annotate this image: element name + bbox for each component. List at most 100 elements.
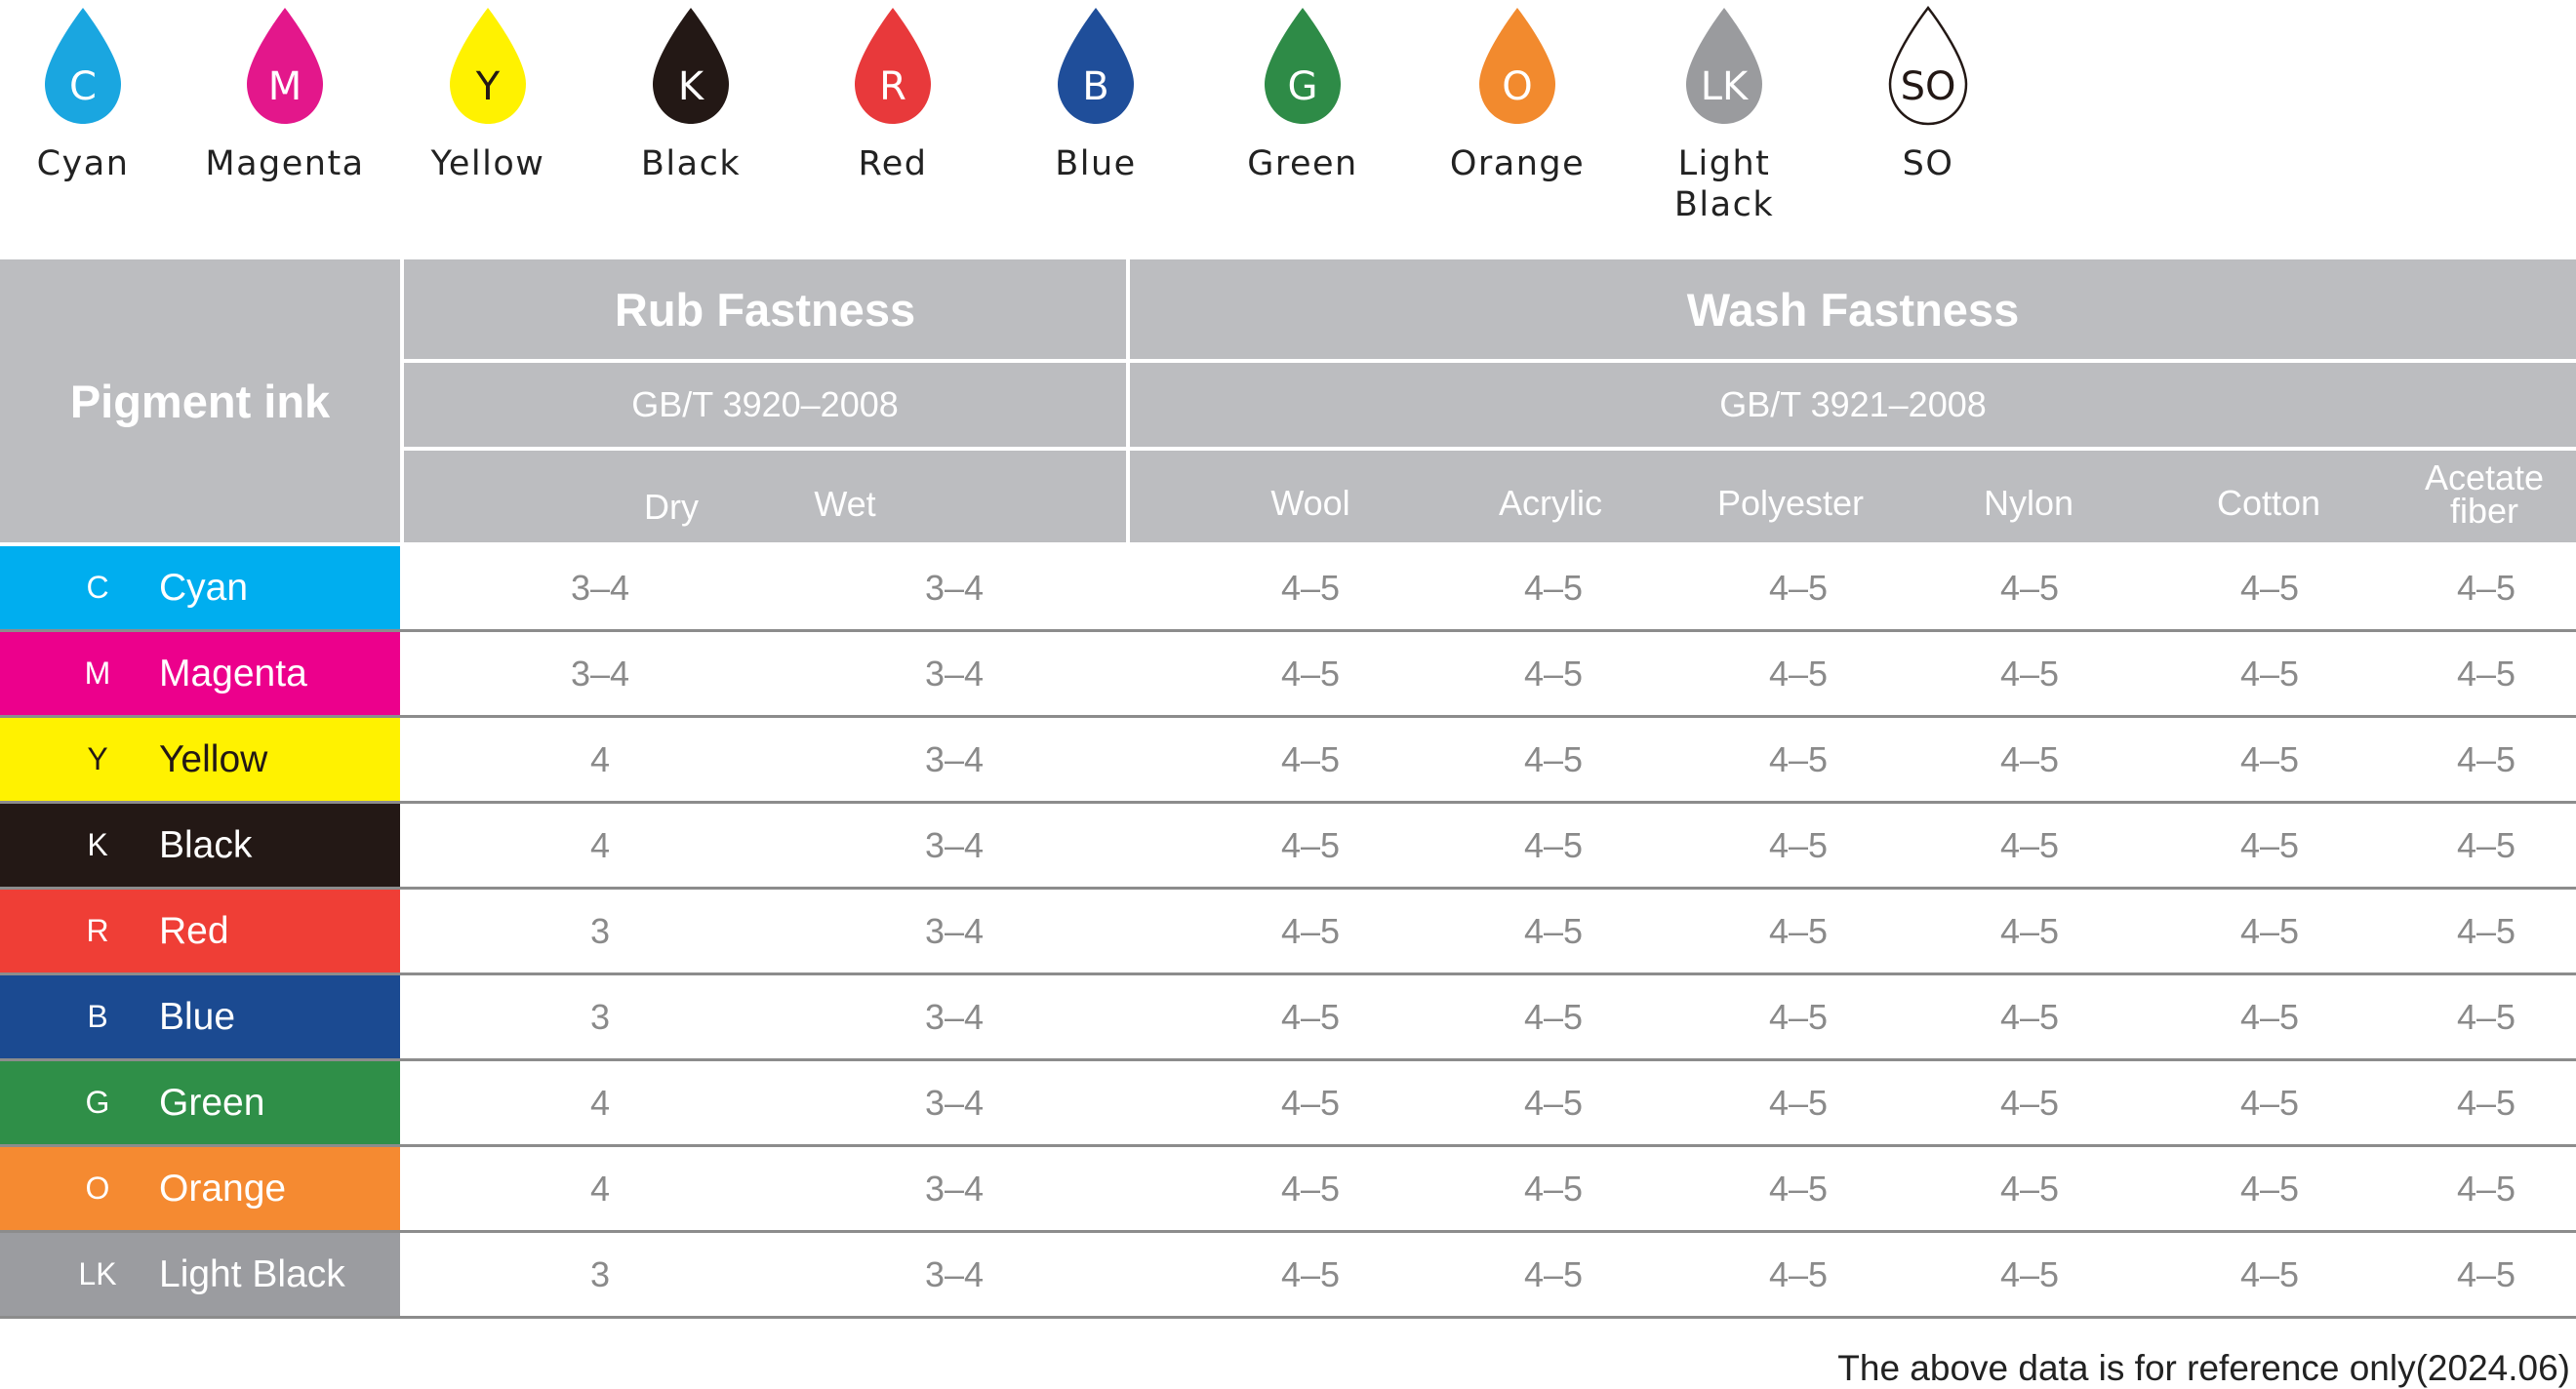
table-cell: 3–4 [924,738,985,779]
table-cell: 4–5 [1999,653,2060,694]
table-cell: 3–4 [924,824,985,865]
table-cell: 4–5 [1999,824,2060,865]
table-cell: 4–5 [2239,996,2300,1037]
row-ink-code: G [85,1085,110,1120]
legend-label: Green [1247,144,1358,183]
table-row-magenta: M Magenta 3–4 3–4 4–5 4–5 4–5 4–5 4–5 4–5 [0,632,2576,718]
row-ink-code: C [86,570,109,605]
reference-footnote: The above data is for reference only(202… [1837,1348,2570,1388]
table-cell: 4 [589,1082,611,1123]
table-cell: 4–5 [1280,824,1341,865]
drop-code: G [1288,64,1318,109]
table-cell: 4–5 [1280,1168,1341,1209]
row-ink-label: C Cyan [0,546,400,629]
pigment-ink-header: Pigment ink [0,259,400,542]
row-ink-code: Y [87,741,108,776]
table-cell: 4–5 [2239,567,2300,608]
table-row-yellow: Y Yellow 4 3–4 4–5 4–5 4–5 4–5 4–5 4–5 [0,718,2576,804]
table-cell: 3–4 [570,567,630,608]
table-cell: 4–5 [1768,996,1829,1037]
legend-label: Blue [1055,144,1137,183]
table-cell: 4–5 [1280,996,1341,1037]
legend-item-so: SO SO [1831,0,2026,184]
table-cell: 4–5 [1999,567,2060,608]
column-header-dry: Dry [644,487,699,527]
table-cell: 4–5 [2456,1253,2516,1294]
drop-code: C [69,64,97,109]
table-cell: 4–5 [1280,738,1341,779]
column-header-wet: Wet [814,484,876,524]
row-ink-name: Yellow [159,737,268,780]
table-cell: 3–4 [924,1253,985,1294]
table-cell: 4–5 [1999,738,2060,779]
table-cell: 4–5 [2239,910,2300,951]
table-row-cyan: C Cyan 3–4 3–4 4–5 4–5 4–5 4–5 4–5 4–5 [0,546,2576,632]
drop-code: SO [1901,64,1956,109]
table-row-black: K Black 4 3–4 4–5 4–5 4–5 4–5 4–5 4–5 [0,804,2576,890]
row-ink-code: R [86,913,109,948]
table-cell: 4–5 [2239,653,2300,694]
table-cell: 4–5 [1280,567,1341,608]
row-ink-label: G Green [0,1061,400,1144]
table-cell: 4–5 [1280,653,1341,694]
legend-label: Yellow [430,144,545,183]
table-cell: 3–4 [924,1082,985,1123]
row-ink-code: O [85,1171,110,1206]
wash-subheader: Wool Acrylic Polyester Nylon Cotton Acet… [1130,451,2576,542]
legend-label: Cyan [36,144,130,183]
table-cell: 4–5 [1280,910,1341,951]
drop-code: Y [475,64,501,109]
table-cell: 4–5 [1768,1082,1829,1123]
row-ink-name: Orange [159,1167,287,1210]
table-cell: 4 [589,824,611,865]
ink-drop-icon: R [855,8,931,124]
rub-subheader: Dry Wet [404,451,1126,542]
table-cell: 4 [589,738,611,779]
table-cell: 4–5 [1999,910,2060,951]
table-cell: 4–5 [2456,996,2516,1037]
table-cell: 3 [589,996,611,1037]
table-cell: 4–5 [2239,1253,2300,1294]
legend-item-blue: B Blue [998,0,1193,184]
table-cell: 4–5 [1280,1253,1341,1294]
row-ink-label: O Orange [0,1147,400,1230]
table-cell: 4–5 [1523,567,1584,608]
table-cell: 4–5 [1999,1253,2060,1294]
table-cell: 4–5 [2456,1168,2516,1209]
legend-item-red: R Red [795,0,990,184]
ink-drop-icon: SO [1888,6,1968,126]
table-cell: 4–5 [1523,824,1584,865]
column-header-polyester: Polyester [1716,483,1865,523]
drop-code: R [879,64,906,109]
row-ink-name: Cyan [159,566,249,609]
table-cell: 4–5 [1280,1082,1341,1123]
column-header-cotton: Cotton [2216,483,2321,523]
table-cell: 4–5 [2239,1082,2300,1123]
legend-item-green: G Green [1205,0,1400,184]
table-row-blue: B Blue 3 3–4 4–5 4–5 4–5 4–5 4–5 4–5 [0,975,2576,1061]
column-header-nylon: Nylon [1983,483,2074,523]
rub-standard: GB/T 3920–2008 [404,363,1126,447]
legend-item-cyan: C Cyan [0,0,181,184]
drop-code: O [1502,64,1532,109]
table-cell: 4–5 [1523,1168,1584,1209]
table-cell: 4–5 [1768,1168,1829,1209]
row-ink-label: R Red [0,890,400,972]
table-cell: 4–5 [1999,996,2060,1037]
table-cell: 3–4 [924,653,985,694]
table-cell: 4–5 [1768,824,1829,865]
legend-item-magenta: M Magenta [187,0,382,184]
table-cell: 4–5 [1768,910,1829,951]
wash-fastness-header: Wash Fastness [1130,259,2576,359]
table-cell: 4–5 [2456,653,2516,694]
table-cell: 3–4 [924,567,985,608]
legend-label: Orange [1449,144,1586,183]
table-cell: 4–5 [1768,738,1829,779]
table-cell: 4–5 [1999,1168,2060,1209]
ink-drop-icon: O [1479,8,1555,124]
legend-label: Black [640,144,742,183]
table-cell: 4–5 [2239,824,2300,865]
table-row-light-black: LK Light Black 3 3–4 4–5 4–5 4–5 4–5 4–5 4–5 [0,1233,2576,1319]
wash-standard: GB/T 3921–2008 [1130,363,2576,447]
table-cell: 4–5 [1768,653,1829,694]
